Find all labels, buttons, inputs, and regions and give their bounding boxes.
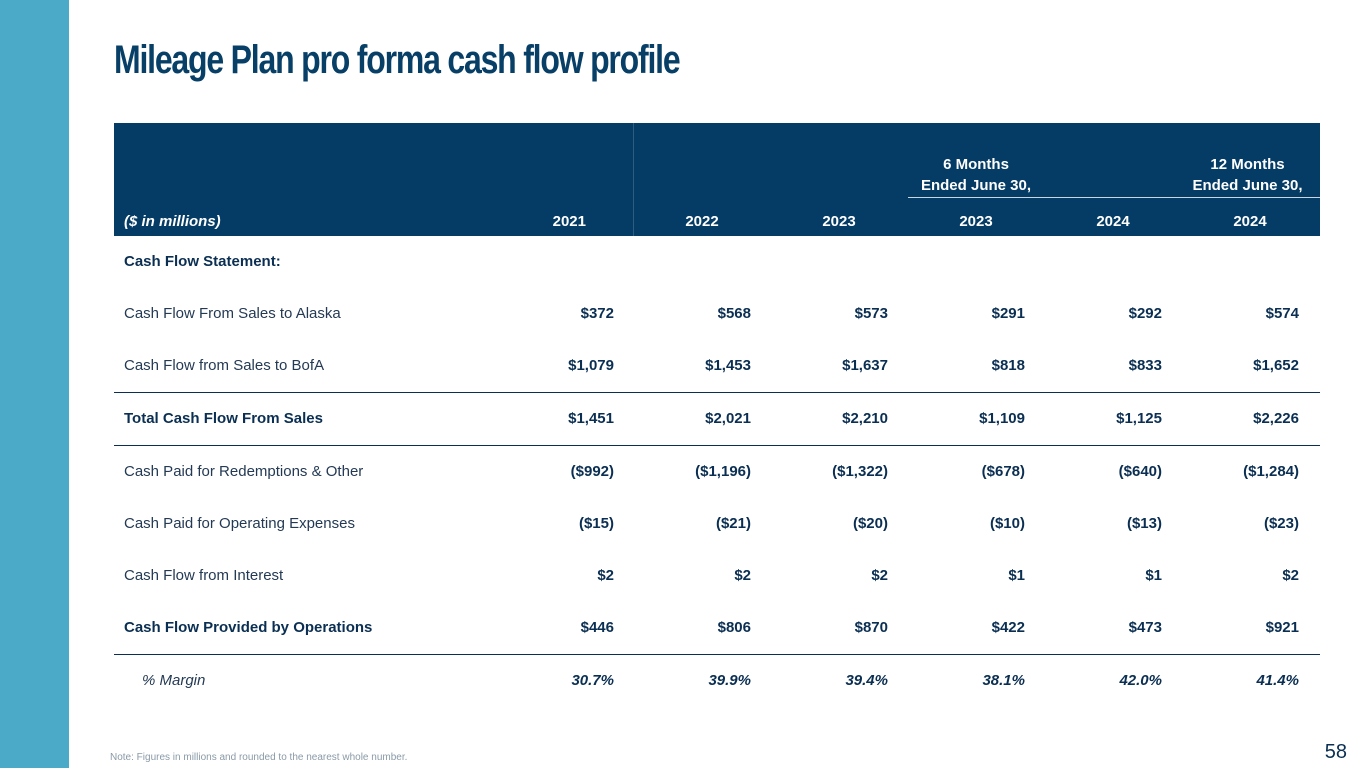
cell-value: ($13)	[1126, 515, 1162, 532]
row-label: Cash Paid for Redemptions & Other	[124, 463, 364, 480]
cell-value: $1,079	[568, 357, 614, 374]
cell-value: ($1,196)	[695, 463, 751, 480]
table-header: 6 Months Ended June 30, 12 Months Ended …	[114, 123, 1320, 236]
cell-value: ($20)	[852, 515, 888, 532]
cell-value: $2	[1282, 567, 1299, 584]
cell-value: $806	[717, 619, 751, 636]
cell-value: 42.0%	[1119, 672, 1162, 689]
cell-value: ($15)	[578, 515, 614, 532]
footnote: Note: Figures in millions and rounded to…	[110, 752, 408, 763]
cell-value: $568	[717, 305, 751, 322]
table-row: Cash Flow From Sales to Alaska $372 $568…	[114, 288, 1320, 340]
cell-value: $1,451	[568, 410, 614, 427]
table-row: Cash Paid for Operating Expenses ($15) (…	[114, 498, 1320, 550]
row-label: Cash Flow from Sales to BofA	[124, 357, 325, 374]
cell-value: $2,226	[1253, 410, 1299, 427]
column-header-6m-2023: 2023	[959, 213, 993, 230]
column-header-2023: 2023	[822, 213, 856, 230]
group-12-months-line1: 12 Months	[1210, 156, 1285, 173]
cell-value: $1,652	[1253, 357, 1299, 374]
table-row-section-heading: Cash Flow Statement:	[114, 236, 1320, 288]
cell-value: $1,109	[979, 410, 1025, 427]
row-label: Cash Flow From Sales to Alaska	[124, 305, 341, 322]
table-row: Cash Paid for Redemptions & Other ($992)…	[114, 446, 1320, 498]
row-label: % Margin	[142, 672, 206, 689]
cell-value: $2,210	[842, 410, 888, 427]
cell-value: $291	[991, 305, 1025, 322]
group-header-6-months: 6 Months Ended June 30,	[896, 154, 1056, 196]
row-label: Cash Flow Provided by Operations	[124, 619, 373, 636]
cell-value: $574	[1265, 305, 1299, 322]
cell-value: ($21)	[715, 515, 751, 532]
cell-value: ($1,322)	[832, 463, 888, 480]
group-underline	[908, 197, 1320, 198]
table-row: Cash Flow from Interest $2 $2 $2 $1 $1 $…	[114, 550, 1320, 602]
cell-value: $921	[1265, 619, 1299, 636]
header-divider	[633, 123, 634, 236]
cell-value: $372	[580, 305, 614, 322]
page-title: Mileage Plan pro forma cash flow profile	[114, 38, 681, 82]
table-row-total: Total Cash Flow From Sales $1,451 $2,021…	[114, 393, 1320, 446]
table-row: Cash Flow from Sales to BofA $1,079 $1,4…	[114, 340, 1320, 393]
group-12-months-line2: Ended June 30,	[1192, 177, 1303, 194]
side-accent-bar	[0, 0, 69, 768]
cell-value: ($992)	[570, 463, 614, 480]
cell-value: 41.4%	[1256, 672, 1299, 689]
cell-value: ($10)	[989, 515, 1025, 532]
cell-value: $2	[597, 567, 614, 584]
row-label: Cash Flow Statement:	[124, 253, 281, 270]
cell-value: $2	[871, 567, 888, 584]
cell-value: $870	[854, 619, 888, 636]
cell-value: 30.7%	[571, 672, 614, 689]
cell-value: 39.9%	[708, 672, 751, 689]
row-label: Total Cash Flow From Sales	[124, 410, 323, 427]
cell-value: $2,021	[705, 410, 751, 427]
cell-value: 38.1%	[982, 672, 1025, 689]
cell-value: $818	[991, 357, 1025, 374]
cell-value: ($23)	[1263, 515, 1299, 532]
cell-value: $473	[1128, 619, 1162, 636]
cell-value: ($1,284)	[1243, 463, 1299, 480]
cell-value: $292	[1128, 305, 1162, 322]
cell-value: $1,125	[1116, 410, 1162, 427]
cell-value: 39.4%	[845, 672, 888, 689]
cell-value: $1,453	[705, 357, 751, 374]
cell-value: $422	[991, 619, 1025, 636]
cell-value: ($640)	[1118, 463, 1162, 480]
row-label: Cash Paid for Operating Expenses	[124, 515, 355, 532]
cell-value: $573	[854, 305, 888, 322]
cell-value: $2	[734, 567, 751, 584]
cell-value: $833	[1128, 357, 1162, 374]
cell-value: $1	[1145, 567, 1162, 584]
row-label: Cash Flow from Interest	[124, 567, 284, 584]
cell-value: $1,637	[842, 357, 888, 374]
column-header-2022: 2022	[685, 213, 719, 230]
units-label: ($ in millions)	[124, 213, 221, 230]
column-header-6m-2024: 2024	[1096, 213, 1130, 230]
column-header-12m-2024: 2024	[1233, 213, 1267, 230]
group-6-months-line1: 6 Months	[943, 156, 1009, 173]
group-header-12-months: 12 Months Ended June 30,	[1160, 154, 1335, 196]
table-row-total: Cash Flow Provided by Operations $446 $8…	[114, 602, 1320, 655]
table-row-margin: % Margin 30.7% 39.9% 39.4% 38.1% 42.0% 4…	[114, 655, 1320, 707]
cell-value: ($678)	[981, 463, 1025, 480]
group-6-months-line2: Ended June 30,	[920, 177, 1032, 194]
cell-value: $446	[580, 619, 614, 636]
column-header-2021: 2021	[552, 213, 586, 230]
cell-value: $1	[1008, 567, 1025, 584]
page-number: 58	[1324, 741, 1347, 763]
